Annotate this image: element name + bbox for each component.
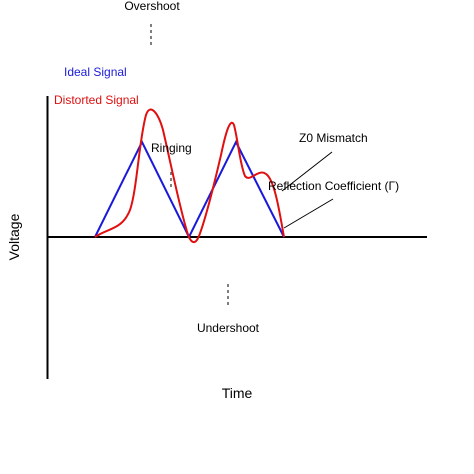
x-axis-title: Time — [222, 385, 253, 401]
z0-mismatch-pointer — [281, 151, 333, 192]
distorted-signal-line — [94, 108, 285, 244]
legend-distorted-label: Distorted Signal — [54, 93, 139, 107]
reflection-coefficient-pointer — [283, 198, 334, 229]
legend-ideal-label: Ideal Signal — [64, 65, 127, 79]
y-axis-title: Voltage — [6, 213, 22, 260]
overshoot-label: Overshoot — [124, 0, 180, 13]
reflection-coefficient-label: Reflection Coefficient (Γ) — [268, 179, 399, 193]
z0-mismatch-label: Z0 Mismatch — [299, 131, 368, 145]
undershoot-label: Undershoot — [197, 321, 260, 335]
ringing-label: Ringing — [151, 141, 192, 155]
ideal-signal-line — [94, 139, 285, 240]
